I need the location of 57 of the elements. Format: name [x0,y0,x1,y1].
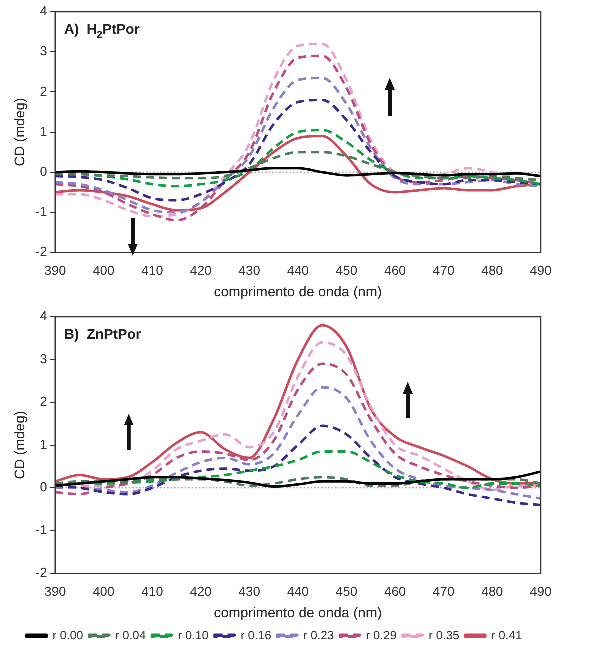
legend-label: r 0.10 [178,628,210,642]
y-tick-label: -1 [36,522,48,538]
y-tick-label: 1 [40,436,48,452]
y-tick-label: -2 [36,565,48,580]
line-series [55,167,541,178]
x-tick-label: 390 [44,584,66,599]
y-axis-title: CD (mdeg) [11,411,28,480]
y-tick-label: 4 [40,4,48,19]
y-tick-label: -1 [36,204,48,220]
x-axis-title: comprimento de onda (nm) [214,283,382,300]
x-tick-label: 450 [336,262,358,278]
legend-label: r 0.35 [428,628,460,642]
legend-label: r 0.29 [366,628,398,642]
x-tick-label: 400 [93,262,115,278]
line-series [55,98,541,202]
y-tick-label: 1 [40,124,48,139]
x-tick-label: 460 [384,262,406,278]
line-series [55,476,541,488]
y-tick-label: -2 [36,244,48,260]
x-tick-label: 390 [44,262,66,278]
x-tick-label: 480 [482,584,504,599]
x-tick-label: 460 [384,584,406,599]
x-tick-label: 490 [530,262,552,278]
y-tick-label: 0 [40,164,48,179]
line-series [55,135,541,212]
x-tick-label: 420 [190,584,212,599]
x-tick-label: 480 [482,262,504,278]
y-tick-label: 2 [40,84,48,99]
x-tick-label: 430 [238,584,260,599]
line-series [55,362,541,496]
x-tick-label: 410 [142,584,164,599]
y-tick-label: 3 [40,44,48,59]
line-series [55,386,541,500]
x-tick-label: 450 [336,584,358,599]
x-tick-label: 440 [287,584,310,599]
x-tick-label: 470 [433,262,455,278]
legend-label: r 0.23 [304,628,335,642]
text: B) ZnPtPor [64,326,142,342]
x-tick-label: 440 [287,262,310,278]
x-tick-label: 430 [238,262,260,278]
x-tick-label: 400 [93,584,115,599]
legend-label: r 0.16 [240,628,272,642]
legend-label: r 0.04 [115,628,146,642]
legend-label: r 0.00 [52,628,84,642]
y-axis-title: CD (mdeg) [11,98,28,167]
y-tick-label: 2 [40,394,48,410]
line-series [55,470,541,488]
legend-label: r 0.41 [492,628,523,642]
y-tick-label: 3 [40,351,48,366]
x-axis-title: comprimento de onda (nm) [214,604,382,620]
y-tick-label: 4 [40,308,48,324]
x-tick-label: 410 [142,262,164,278]
x-tick-label: 490 [530,584,552,599]
y-tick-label: 0 [40,480,48,495]
x-tick-label: 420 [190,262,212,278]
x-tick-label: 470 [433,584,455,599]
line-series [55,424,541,506]
